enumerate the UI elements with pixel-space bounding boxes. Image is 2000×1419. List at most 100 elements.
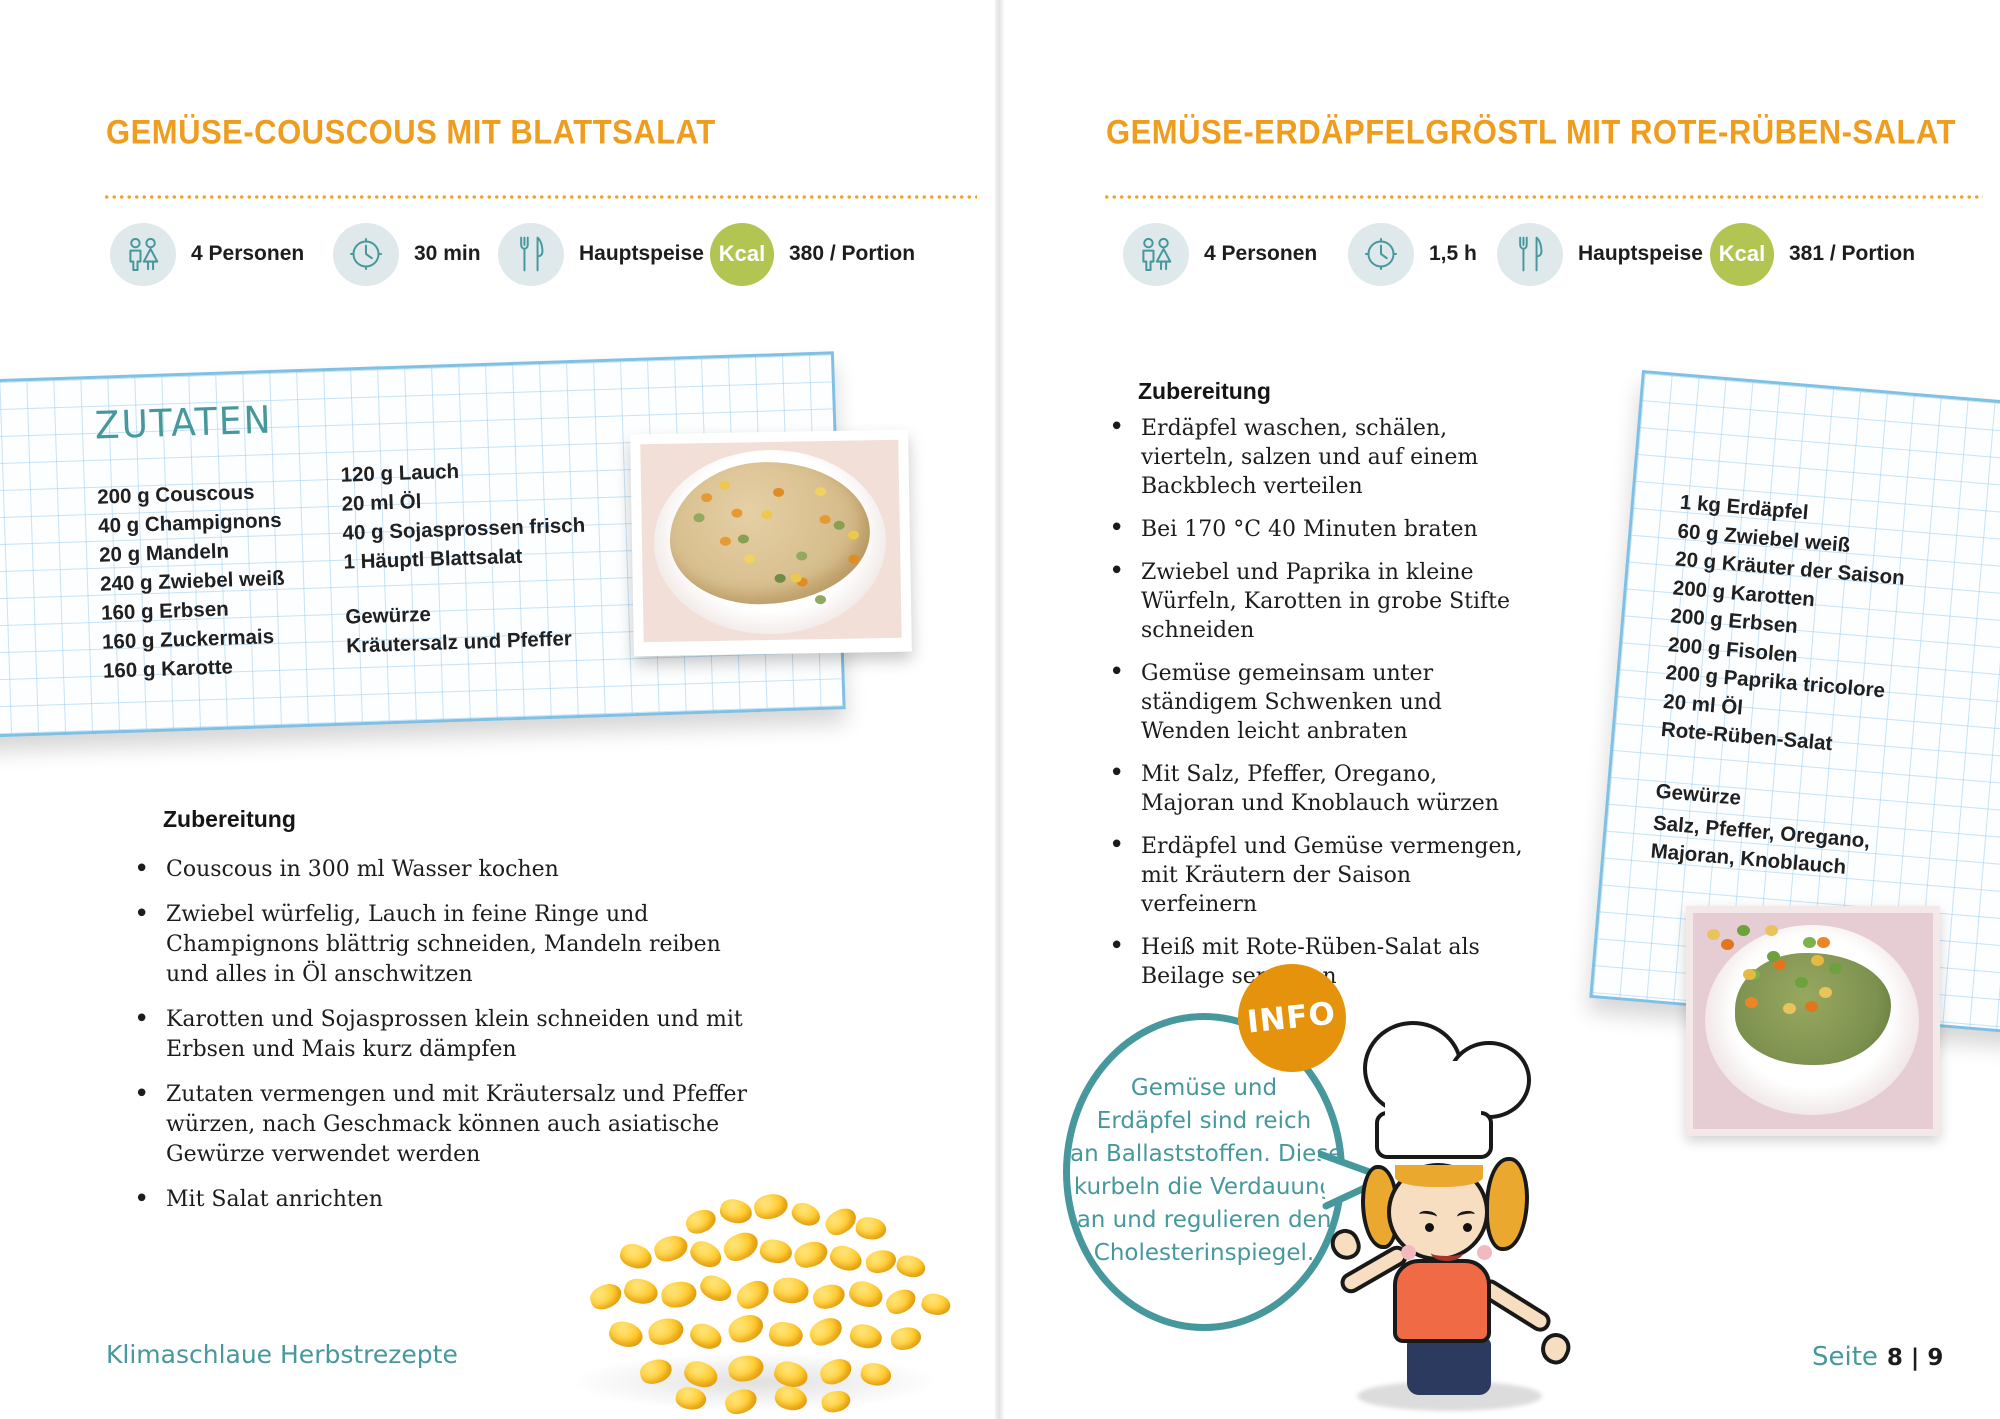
kcal-label: 381 / Portion: [1789, 242, 1916, 265]
ingredient-item: 240 g Zwiebel weiß: [99, 566, 285, 596]
preparation-heading-right: Zubereitung: [1138, 378, 1271, 404]
corn-kernel: [725, 1310, 767, 1347]
corn-kernel: [854, 1215, 888, 1242]
corn-kernel: [882, 1285, 920, 1318]
couscous-photo-image: [640, 439, 902, 643]
corn-kernel: [719, 1227, 763, 1266]
chef-smile: [1431, 1245, 1463, 1261]
corn-kernel: [805, 1312, 847, 1351]
chef-fringe: [1395, 1165, 1483, 1187]
corn-kernel: [894, 1252, 928, 1281]
chef-shirt: [1393, 1259, 1491, 1343]
kcal-label: 380 / Portion: [789, 242, 916, 265]
meta-course-right: Hauptspeise: [1497, 222, 1703, 286]
kcal-badge: Kcal: [1710, 222, 1774, 286]
page-number-footer: Seite 8 | 9: [1812, 1342, 1943, 1372]
corn-kernel: [757, 1236, 795, 1267]
chef-hair: [1485, 1157, 1529, 1251]
corn-kernel: [847, 1321, 885, 1352]
course-label: Hauptspeise: [579, 242, 704, 265]
time-label: 30 min: [414, 242, 481, 265]
recipe-title-right: GEMÜSE-ERDÄPFELGRÖSTL MIT ROTE-RÜBEN-SAL…: [1106, 112, 1956, 152]
info-speech-bubble: Gemüse und Erdäpfel sind reich an Ballasts…: [1063, 1013, 1345, 1331]
chef-hat: [1375, 1111, 1493, 1159]
vegetable-mound: [1735, 953, 1891, 1065]
ingredients-heading: ZUTATEN: [94, 398, 274, 448]
people-icon: [1123, 222, 1189, 286]
corn-kernel: [686, 1319, 726, 1354]
recipe-title-left: GEMÜSE-COUSCOUS MIT BLATTSALAT: [106, 112, 716, 152]
chef-hat: [1385, 1087, 1481, 1117]
ingredient-item: 160 g Karotte: [102, 655, 234, 683]
groestl-photo: [1686, 906, 1940, 1136]
corn-kernel: [686, 1236, 726, 1273]
info-badge-text: INFO: [1245, 995, 1339, 1041]
chef-eye: [1463, 1223, 1472, 1232]
info-text: Gemüse und Erdäpfel sind reich an Ballasts…: [1070, 1072, 1343, 1270]
preparation-step: Zutaten vermengen und mit Kräutersalz un…: [130, 1079, 750, 1170]
corn-kernel: [646, 1315, 686, 1348]
dotted-divider-right: [1103, 194, 1983, 200]
corn-kernel: [791, 1237, 831, 1272]
chef-mascot: [1326, 1015, 1576, 1417]
corn-kernel: [919, 1291, 953, 1318]
corn-kernel: [696, 1270, 736, 1307]
corn-kernel: [767, 1319, 805, 1350]
time-label: 1,5 h: [1429, 242, 1477, 265]
meta-kcal-right: Kcal 381 / Portion: [1710, 222, 1915, 286]
corn-kernel: [889, 1325, 923, 1352]
meta-servings-right: 4 Personen: [1123, 222, 1317, 286]
preparation-step: Gemüse gemeinsam unter ständigem Schwenk…: [1105, 658, 1533, 746]
spices-block: Gewürze Salz, Pfeffer, Oregano, Majoran, …: [1650, 778, 1874, 884]
preparation-step: Heiß mit Rote-Rüben-Salat als Beilage se…: [1105, 932, 1533, 991]
kcal-badge: Kcal: [710, 222, 774, 286]
corn-kernel: [682, 1206, 720, 1237]
ingredients-column-1: 200 g Couscous 40 g Champignons 20 g Mande…: [97, 477, 288, 686]
clock-icon: [333, 222, 399, 286]
corn-kernel: [732, 1275, 774, 1314]
ingredients-list: 1 kg Erdäpfel 60 g Zwiebel weiß 20 g Kräut…: [1660, 489, 1911, 764]
corn-kernel: [606, 1317, 646, 1352]
page-gutter: [995, 0, 1004, 1419]
preparation-step: Mit Salz, Pfeffer, Oregano, Majoran und …: [1105, 759, 1533, 818]
corn-kernel: [752, 1191, 790, 1222]
meta-time-left: 30 min: [333, 222, 481, 286]
cutlery-icon: [1497, 222, 1563, 286]
page-numbers: 8 | 9: [1886, 1345, 1944, 1371]
couscous-photo: [630, 429, 912, 657]
chef-cheek: [1401, 1245, 1416, 1260]
info-text-line: Erdäpfel sind reich: [1096, 1108, 1312, 1134]
preparation-step: Karotten und Sojasprossen klein schneide…: [130, 1004, 750, 1065]
corn-kernel: [617, 1240, 655, 1273]
corn-kernel: [810, 1281, 848, 1312]
booklet-title-footer: Klimaschlaue Herbstrezepte: [106, 1340, 458, 1369]
meta-time-right: 1,5 h: [1348, 222, 1477, 286]
page-number-label: Seite: [1812, 1342, 1878, 1372]
corn-kernels-photo: [535, 1155, 975, 1419]
info-badge: INFO: [1238, 964, 1346, 1072]
photo-texture: [1707, 929, 1720, 940]
meta-course-left: Hauptspeise: [498, 222, 704, 286]
corn-kernel: [826, 1241, 866, 1276]
info-text-line: kurbeln die Verdauung: [1073, 1174, 1335, 1200]
chef-pants: [1407, 1337, 1491, 1395]
corn-kernel: [717, 1196, 755, 1227]
chef-hat: [1439, 1061, 1465, 1109]
preparation-heading-left: Zubereitung: [163, 806, 296, 832]
chef-eye: [1425, 1223, 1434, 1232]
meta-servings-left: 4 Personen: [110, 222, 304, 286]
chef-hand: [1535, 1328, 1576, 1369]
preparation-steps-left: Couscous in 300 ml Wasser kochen Zwiebel …: [130, 854, 750, 1230]
course-label: Hauptspeise: [1578, 242, 1703, 265]
corn-kernel: [821, 1203, 861, 1240]
preparation-step: Erdäpfel waschen, schälen, vierteln, sal…: [1105, 413, 1533, 501]
ingredients-column-2: 120 g Lauch 20 ml Öl 40 g Sojasprossen fri…: [340, 453, 589, 661]
servings-label: 4 Personen: [191, 242, 305, 265]
cutlery-icon: [498, 222, 564, 286]
chef-cheek: [1477, 1245, 1492, 1260]
corn-kernel: [586, 1279, 626, 1314]
preparation-step: Erdäpfel und Gemüse vermengen, mit Kräut…: [1105, 831, 1533, 919]
preparation-steps-right: Erdäpfel waschen, schälen, vierteln, sal…: [1105, 413, 1533, 1005]
info-text-line: an Ballaststoffen. Diese: [1070, 1141, 1343, 1167]
ingredient-item: 160 g Zuckermais: [101, 625, 275, 654]
